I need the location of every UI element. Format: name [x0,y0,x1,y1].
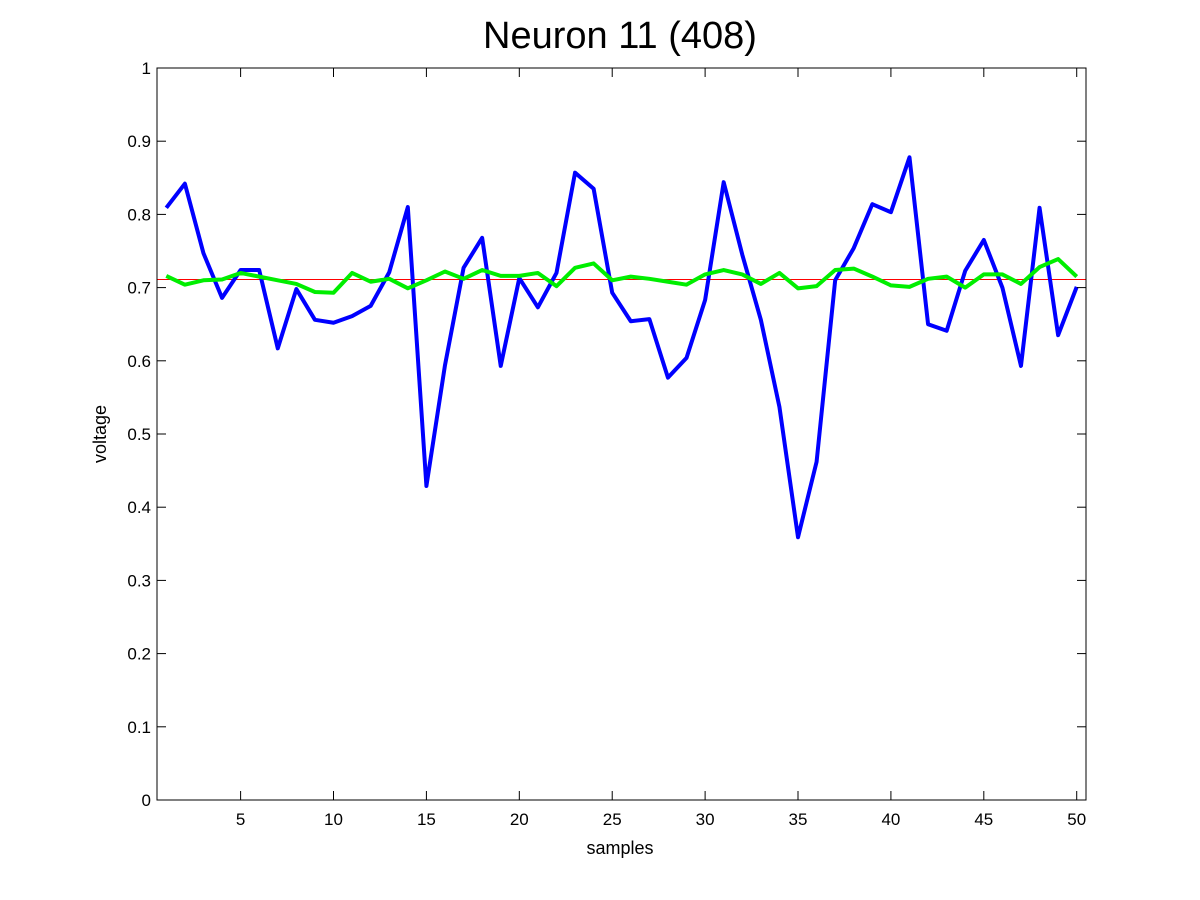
x-tick-label: 35 [789,810,808,829]
x-tick-label: 20 [510,810,529,829]
x-tick-label: 50 [1067,810,1086,829]
x-tick-label: 10 [324,810,343,829]
y-axis-label: voltage [90,405,110,463]
x-tick-label: 25 [603,810,622,829]
data-line [165,257,1079,295]
y-tick-label: 0.2 [127,645,151,664]
x-tick-label: 30 [696,810,715,829]
y-tick-label: 1 [142,59,151,78]
y-tick-label: 0.8 [127,205,151,224]
y-tick-label: 0.1 [127,718,151,737]
y-tick-label: 0.7 [127,279,151,298]
x-tick-label: 5 [236,810,245,829]
y-tick-label: 0.5 [127,425,151,444]
x-tick-label: 15 [417,810,436,829]
y-tick-label: 0.6 [127,352,151,371]
y-tick-label: 0 [142,791,151,810]
x-tick-label: 40 [881,810,900,829]
y-tick-label: 0.9 [127,132,151,151]
data-line [164,155,1079,540]
x-tick-label: 45 [974,810,993,829]
chart-title: Neuron 11 (408) [483,15,757,57]
x-axis-label: samples [586,838,653,858]
y-tick-label: 0.4 [127,498,151,517]
y-tick-label: 0.3 [127,571,151,590]
